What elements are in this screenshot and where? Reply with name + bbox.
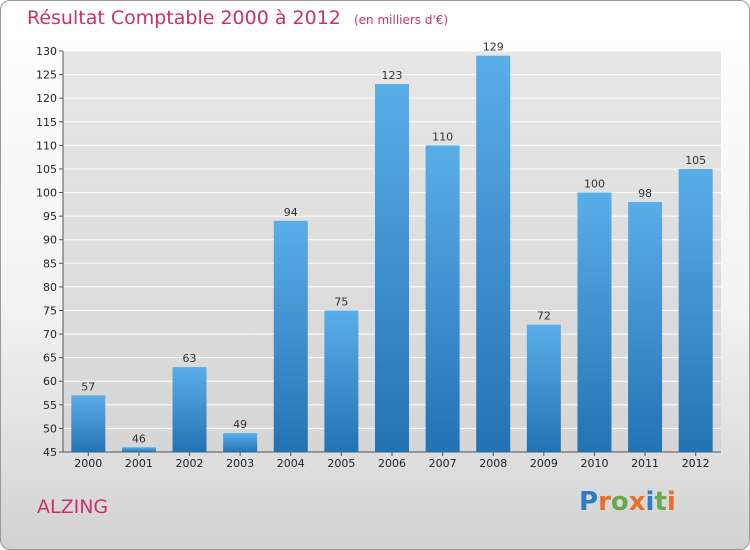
- bar-value-label: 63: [183, 352, 197, 365]
- y-tick-label: 120: [36, 92, 57, 105]
- y-tick-label: 55: [43, 399, 57, 412]
- y-tick-label: 75: [43, 304, 57, 317]
- x-tick-label: 2011: [631, 457, 659, 470]
- y-tick-label: 100: [36, 187, 57, 200]
- x-tick-label: 2009: [530, 457, 558, 470]
- y-tick-label: 85: [43, 257, 57, 270]
- bar-value-label: 129: [483, 41, 504, 54]
- y-tick-label: 115: [36, 116, 57, 129]
- x-tick-label: 2001: [125, 457, 153, 470]
- bar-value-label: 100: [584, 178, 605, 191]
- bar-value-label: 110: [432, 130, 453, 143]
- commune-name: ALZING: [37, 496, 109, 518]
- bar-2001: [121, 447, 156, 452]
- x-tick-label: 2002: [176, 457, 204, 470]
- logo-letter: i: [666, 487, 676, 517]
- x-tick-label: 2005: [327, 457, 355, 470]
- bar-value-label: 123: [382, 69, 403, 82]
- x-tick-label: 2010: [580, 457, 608, 470]
- bar-value-label: 98: [638, 187, 652, 200]
- logo-letter: o: [610, 487, 629, 517]
- y-tick-label: 80: [43, 281, 57, 294]
- logo-letter: x: [628, 487, 646, 517]
- logo-letter: i: [645, 487, 655, 517]
- y-tick-label: 45: [43, 446, 57, 459]
- y-tick-label: 110: [36, 139, 57, 152]
- y-tick-label: 90: [43, 234, 57, 247]
- logo-letter: P: [579, 487, 599, 517]
- bar-2007: [425, 145, 460, 452]
- bar-2011: [628, 201, 663, 452]
- x-tick-label: 2012: [682, 457, 710, 470]
- title-row: Résultat Comptable 2000 à 2012 (en milli…: [27, 7, 448, 29]
- proxiti-logo[interactable]: Proxiti: [579, 487, 676, 517]
- bar-2008: [476, 55, 511, 452]
- chart-unit: (en milliers d'€): [353, 13, 449, 27]
- y-tick-label: 125: [36, 69, 57, 82]
- bar-2000: [71, 395, 106, 452]
- bar-value-label: 72: [537, 310, 551, 323]
- y-tick-label: 65: [43, 352, 57, 365]
- bar-2005: [324, 310, 359, 452]
- y-tick-label: 50: [43, 422, 57, 435]
- bar-2003: [223, 433, 258, 452]
- y-tick-label: 60: [43, 375, 57, 388]
- bar-value-label: 49: [233, 418, 247, 431]
- x-tick-label: 2000: [74, 457, 102, 470]
- chart-title: Résultat Comptable 2000 à 2012: [27, 7, 341, 29]
- bar-2002: [172, 367, 207, 452]
- bar-value-label: 75: [334, 295, 348, 308]
- bar-2012: [678, 168, 713, 453]
- bar-2009: [526, 324, 561, 452]
- y-tick-label: 105: [36, 163, 57, 176]
- y-tick-label: 130: [36, 45, 57, 58]
- bar-2004: [273, 220, 308, 452]
- x-tick-label: 2006: [378, 457, 406, 470]
- logo-letter: r: [598, 487, 611, 517]
- bar-2010: [577, 192, 612, 452]
- y-tick-label: 70: [43, 328, 57, 341]
- x-tick-label: 2007: [429, 457, 457, 470]
- bar-2006: [375, 84, 409, 452]
- bar-value-label: 94: [284, 206, 298, 219]
- bar-value-label: 105: [685, 154, 706, 167]
- y-tick-label: 95: [43, 210, 57, 223]
- bar-value-label: 57: [81, 380, 95, 393]
- x-tick-label: 2003: [226, 457, 254, 470]
- x-tick-label: 2004: [277, 457, 305, 470]
- bar-value-label: 46: [132, 432, 146, 445]
- x-tick-label: 2008: [479, 457, 507, 470]
- logo-letter: t: [654, 487, 667, 517]
